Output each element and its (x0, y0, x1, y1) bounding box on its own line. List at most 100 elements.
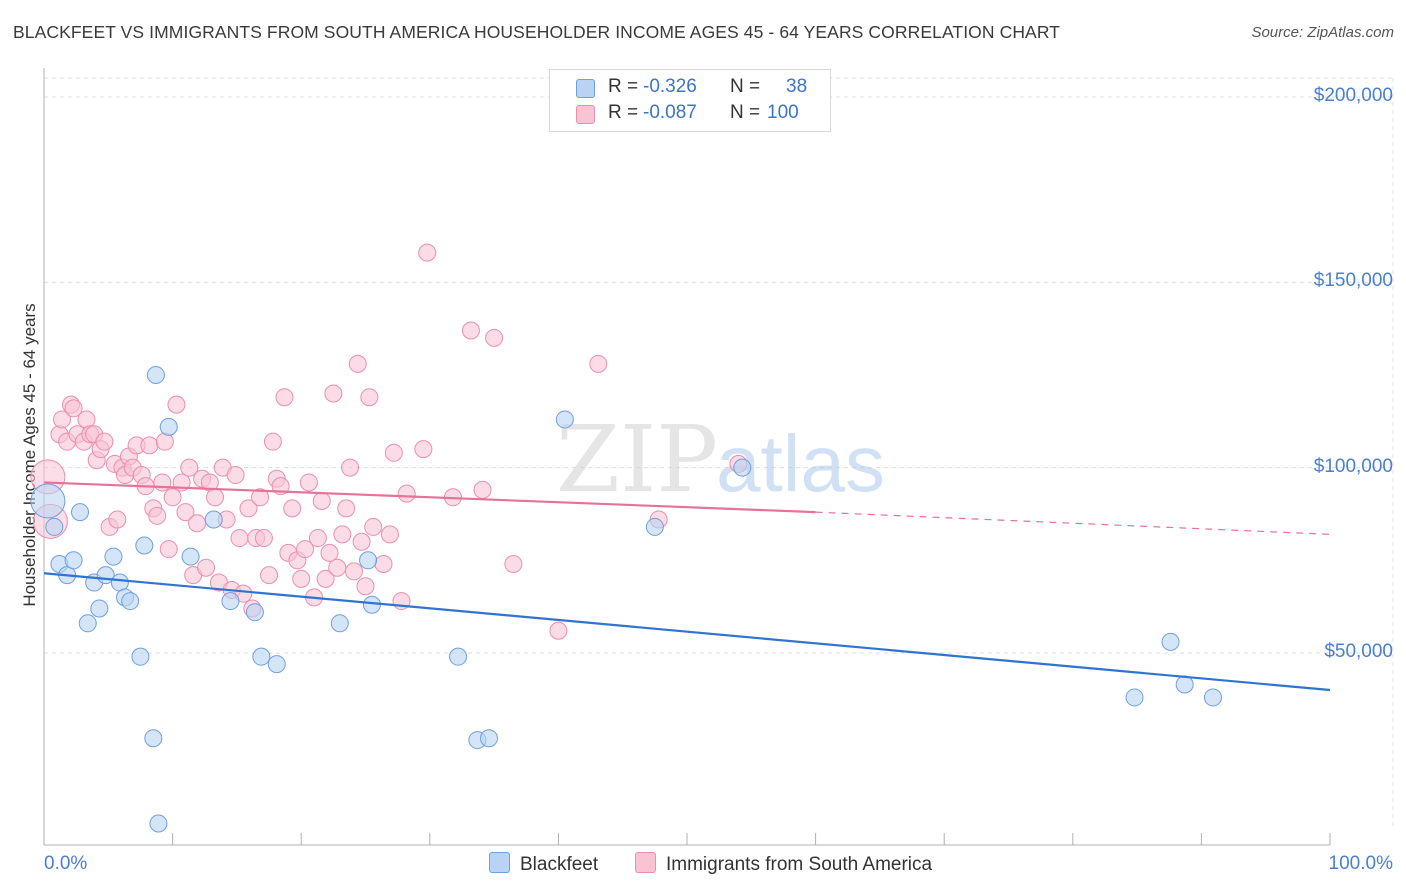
immigrants-point (308, 529, 327, 548)
immigrants-trend-line (43, 481, 816, 514)
blackfeet-point (149, 814, 168, 833)
blackfeet-point (449, 647, 468, 666)
immigrants-point (352, 532, 371, 551)
immigrants-point (251, 488, 270, 507)
immigrants-point (260, 566, 279, 585)
immigrants-point (188, 514, 207, 533)
bottom-legend-immigrants: Immigrants from South America (635, 852, 932, 876)
immigrants-point (374, 555, 393, 574)
blackfeet-point (131, 647, 150, 666)
blackfeet-point (71, 503, 90, 522)
immigrants-point (348, 354, 367, 373)
blackfeet-point (479, 729, 498, 748)
immigrants-point (159, 540, 178, 559)
immigrants-point (155, 432, 174, 451)
immigrants-point (263, 432, 282, 451)
immigrants-point (328, 558, 347, 577)
blackfeet-point (362, 595, 381, 614)
source-credit: Source: ZipAtlas.com (1251, 24, 1394, 41)
legend-r-label: R = (608, 102, 639, 123)
blackfeet-point (45, 517, 64, 536)
immigrants-point (296, 540, 315, 559)
immigrants-point (299, 473, 318, 492)
immigrants-point (230, 529, 249, 548)
immigrants-point (226, 466, 245, 485)
blackfeet-point (245, 603, 264, 622)
correlation-legend: R = -0.326 N = 38 R = -0.087 N = 100 (549, 69, 831, 132)
blackfeet-point (359, 551, 378, 570)
blackfeet-point (221, 592, 240, 611)
immigrants-point (53, 410, 72, 429)
blackfeet-point (330, 614, 349, 633)
legend-r-label: R = (608, 76, 639, 97)
blackfeet-point (645, 517, 664, 536)
trend-lines (43, 481, 1331, 692)
series-blackfeet-points (30, 365, 1222, 833)
blackfeet-point (555, 410, 574, 429)
immigrants-point (153, 473, 172, 492)
legend-swatch-blue (576, 79, 595, 98)
blackfeet-point (159, 417, 178, 436)
legend-r-value: -0.326 (643, 76, 697, 97)
immigrants-point (397, 484, 416, 503)
axes (43, 68, 1331, 846)
immigrants-point (418, 243, 437, 262)
immigrants-point (108, 510, 127, 529)
x-tick-min: 0.0% (44, 853, 88, 874)
blackfeet-point (78, 614, 97, 633)
y-tick-label: $100,000 (1313, 455, 1393, 477)
blackfeet-point (30, 483, 66, 519)
y-tick-label: $150,000 (1313, 270, 1393, 292)
immigrants-point (176, 503, 195, 522)
immigrants-point (473, 480, 492, 499)
immigrants-point (414, 440, 433, 459)
bottom-legend-swatch-pink (635, 852, 656, 873)
blackfeet-point (181, 547, 200, 566)
blackfeet-point (1161, 632, 1180, 651)
immigrants-point (337, 499, 356, 518)
blackfeet-point (1203, 688, 1222, 707)
bottom-legend-blackfeet: Blackfeet (489, 852, 598, 876)
x-tick-max: 100.0% (1328, 853, 1393, 874)
immigrants-point (320, 543, 339, 562)
blackfeet-point (267, 655, 286, 674)
immigrants-point (197, 558, 216, 577)
immigrants-point (341, 458, 360, 477)
immigrants-point (316, 569, 335, 588)
immigrants-point (292, 569, 311, 588)
legend-n-value: 100 (767, 102, 799, 123)
blackfeet-point (1125, 688, 1144, 707)
immigrants-point (324, 384, 343, 403)
immigrants-point (95, 432, 114, 451)
immigrants-point (504, 555, 523, 574)
immigrants-point (148, 506, 167, 525)
blackfeet-trend-line (43, 572, 1331, 692)
y-tick-label: $200,000 (1313, 84, 1393, 106)
watermark-zip: ZIP (556, 406, 718, 513)
immigrants-point (356, 577, 375, 596)
immigrants-point (206, 488, 225, 507)
bottom-legend-swatch-blue (489, 852, 510, 873)
blackfeet-point (1175, 675, 1194, 694)
immigrants-point (239, 499, 258, 518)
legend-n-label: N = (730, 76, 761, 97)
immigrants-point (380, 525, 399, 544)
blackfeet-point (135, 536, 154, 555)
immigrants-point (384, 443, 403, 462)
immigrants-point (275, 388, 294, 407)
blackfeet-point (733, 458, 752, 477)
immigrants-point (549, 621, 568, 640)
blackfeet-point (104, 547, 123, 566)
immigrants-point (77, 410, 96, 429)
immigrants-point (312, 491, 331, 510)
bottom-legend-label: Blackfeet (520, 854, 599, 875)
immigrants-point (163, 488, 182, 507)
legend-n-label: N = (730, 102, 761, 123)
immigrants-point (167, 395, 186, 414)
blackfeet-point (204, 510, 223, 529)
y-tick-label: $50,000 (1324, 640, 1393, 662)
immigrants-point (485, 328, 504, 347)
legend-r-value: -0.087 (643, 102, 697, 123)
immigrants-point (140, 436, 159, 455)
